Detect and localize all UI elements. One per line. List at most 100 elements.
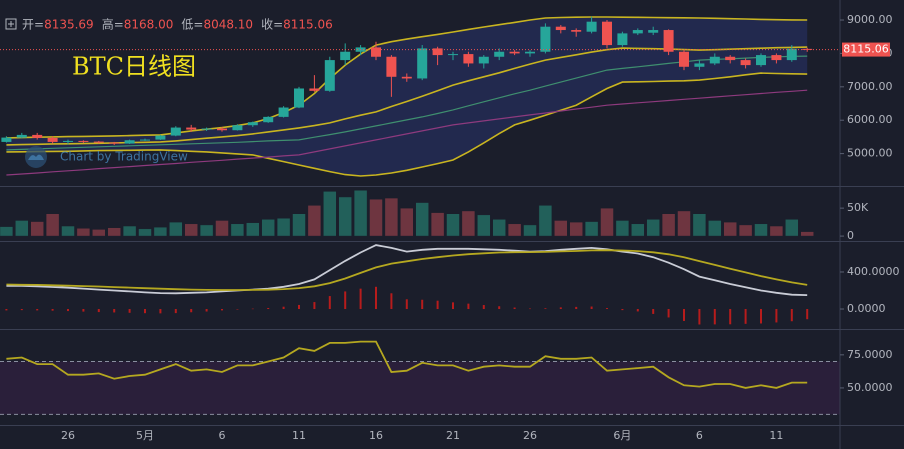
histogram-bar: [344, 291, 347, 310]
volume-bar: [677, 210, 691, 237]
histogram-bar: [621, 309, 624, 311]
histogram-bar: [128, 309, 131, 313]
candle-body: [786, 48, 797, 61]
histogram-bar: [313, 302, 316, 310]
candle-body: [756, 55, 766, 66]
histogram-bar: [683, 309, 685, 321]
volume-bar: [708, 220, 722, 237]
candle-body: [432, 48, 443, 56]
x-tick-label: 26: [61, 429, 75, 442]
x-tick-label: 11: [292, 429, 306, 442]
volume-bar: [430, 212, 445, 237]
collapse-icon[interactable]: [5, 18, 17, 30]
volume-bar: [600, 207, 614, 237]
volume-bar: [107, 227, 121, 237]
histogram-bar: [159, 309, 162, 314]
x-tick-label: 26: [523, 429, 537, 442]
header-icon[interactable]: [5, 18, 17, 30]
volume-bar: [276, 217, 291, 237]
histogram-bar: [544, 308, 547, 310]
candle-body: [155, 135, 166, 140]
histogram-bar: [20, 309, 23, 311]
y-tick-label: 50.0000: [847, 381, 893, 394]
volume-bar: [554, 220, 568, 237]
histogram-bar: [636, 309, 639, 312]
volume-bar: [754, 223, 768, 237]
histogram-bar: [236, 309, 239, 310]
candle-body: [232, 125, 243, 131]
candle-body: [648, 30, 659, 33]
background-layer: [0, 17, 840, 415]
candle-body: [694, 63, 705, 67]
overlay-line: [6, 55, 808, 151]
candle-body: [448, 54, 458, 56]
x-tick-label: 16: [369, 429, 383, 442]
candle-body: [16, 134, 27, 138]
histogram-bar: [606, 308, 608, 310]
band-fill: [6, 17, 808, 176]
volume-bar: [384, 197, 399, 237]
volume-bar: [61, 225, 75, 237]
ohlc-label: 收=: [261, 18, 283, 32]
histogram-bar: [298, 304, 300, 310]
volume-bar: [215, 220, 229, 237]
overlay-line: [6, 72, 808, 177]
histogram-bar: [51, 309, 54, 311]
histogram-bar: [205, 309, 208, 312]
volume-bar: [723, 221, 737, 237]
histogram-bar: [328, 296, 331, 310]
histogram-bar: [359, 288, 362, 310]
candle-body: [632, 30, 643, 34]
ohlc-legend: 开= 8135.69 高= 8168.00 低= 8048.10 收= 8115.06: [22, 17, 333, 32]
range-band: [0, 361, 840, 415]
candle-body: [417, 48, 428, 79]
histogram-bar: [421, 299, 424, 310]
volume-bar: [631, 223, 645, 237]
volume-bar: [138, 228, 152, 237]
candle-body: [32, 134, 43, 138]
histogram-bar: [251, 308, 254, 310]
histogram-bar: [498, 306, 501, 310]
volume-bar: [800, 231, 814, 237]
candle-body: [586, 21, 597, 32]
volume-bar: [246, 222, 260, 237]
y-tick-label: 0: [847, 229, 854, 242]
candle-body: [494, 51, 505, 57]
candle-body: [571, 30, 582, 32]
y-tick-label: 50K: [847, 201, 869, 214]
candle-body: [478, 56, 489, 64]
volume-bar: [369, 198, 383, 237]
histogram-bar: [82, 309, 85, 312]
histogram-bar: [113, 309, 116, 313]
candle-body: [663, 30, 674, 52]
histogram-bar: [174, 309, 177, 314]
histogram-bar: [513, 307, 516, 310]
volume-bar: [122, 225, 137, 237]
ohlc-value: 8135.69: [44, 18, 94, 32]
volume-bar: [584, 221, 599, 237]
volume-bar: [230, 223, 245, 237]
candle-body: [540, 26, 551, 52]
candle-body: [63, 140, 73, 142]
candle-body: [124, 140, 135, 144]
x-tick-label: 21: [446, 429, 460, 442]
candle-body: [309, 88, 320, 91]
candle-body: [217, 128, 227, 131]
volume-bar: [415, 202, 429, 237]
histogram-bar: [790, 309, 793, 322]
candle-body: [709, 56, 720, 64]
candle-body: [401, 76, 412, 79]
ohlc-label: 开=: [22, 18, 44, 32]
candle-body: [47, 137, 58, 142]
volume-bar: [400, 207, 414, 237]
histogram-bar: [529, 308, 531, 310]
y-tick-label: 75.0000: [847, 348, 893, 361]
histogram-bar: [698, 309, 701, 325]
overlay-line: [6, 89, 808, 176]
histogram-bar: [713, 309, 716, 325]
ohlc-value: 8115.06: [283, 18, 333, 32]
candle-body: [247, 122, 258, 126]
x-tick-label: 6月: [613, 429, 631, 442]
candle-body: [1, 137, 12, 142]
